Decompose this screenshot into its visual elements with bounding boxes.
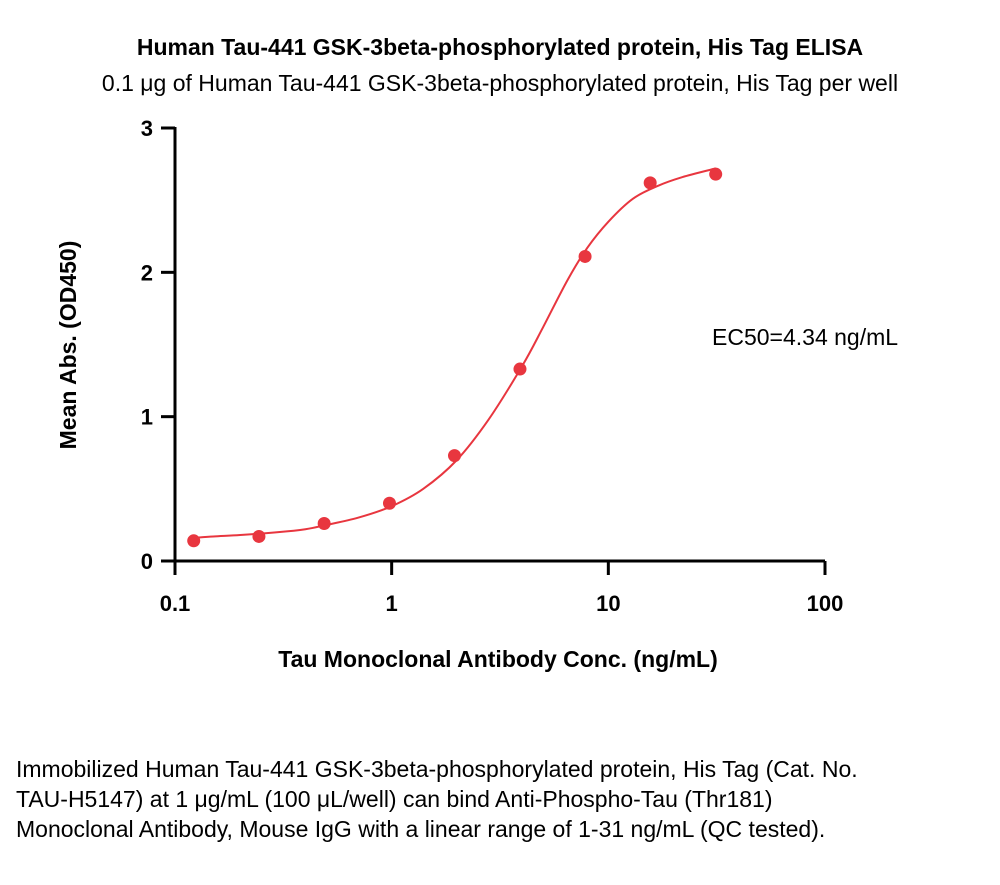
x-tick-label: 0.1 [160,591,191,616]
data-point [513,362,527,376]
data-point [643,176,657,190]
data-point [448,449,462,463]
chart-subtitle: 0.1 μg of Human Tau-441 GSK-3beta-phosph… [101,70,899,96]
data-point [252,529,266,543]
figure-caption: Immobilized Human Tau-441 GSK-3beta-phos… [16,756,858,842]
ec50-annotation: EC50=4.34 ng/mL [712,324,898,350]
x-axis-title: Tau Monoclonal Antibody Conc. (ng/mL) [278,646,718,672]
data-point [578,249,592,263]
y-tick-label: 1 [141,405,153,430]
data-point [317,516,331,530]
fit-curve-group [193,167,716,539]
y-tick-label: 0 [141,549,153,574]
chart-title: Human Tau-441 GSK-3beta-phosphorylated p… [136,34,864,60]
x-tick-label: 1 [386,591,398,616]
y-tick-label: 3 [141,116,153,141]
data-points [187,167,723,548]
axes: 0.1 1 10 100 0 1 2 3 [141,116,844,616]
y-axis-title: Mean Abs. (OD450) [55,241,81,450]
y-tick-label: 2 [141,260,153,285]
data-point [709,167,723,181]
x-tick-label: 100 [807,591,844,616]
fit-curve [193,167,716,539]
data-point [187,534,201,548]
elisa-chart: 0.1 1 10 100 0 1 2 3 EC50=4.34 ng/mL Tau Monocl… [55,116,898,672]
data-point [382,496,396,510]
x-tick-label: 10 [596,591,620,616]
